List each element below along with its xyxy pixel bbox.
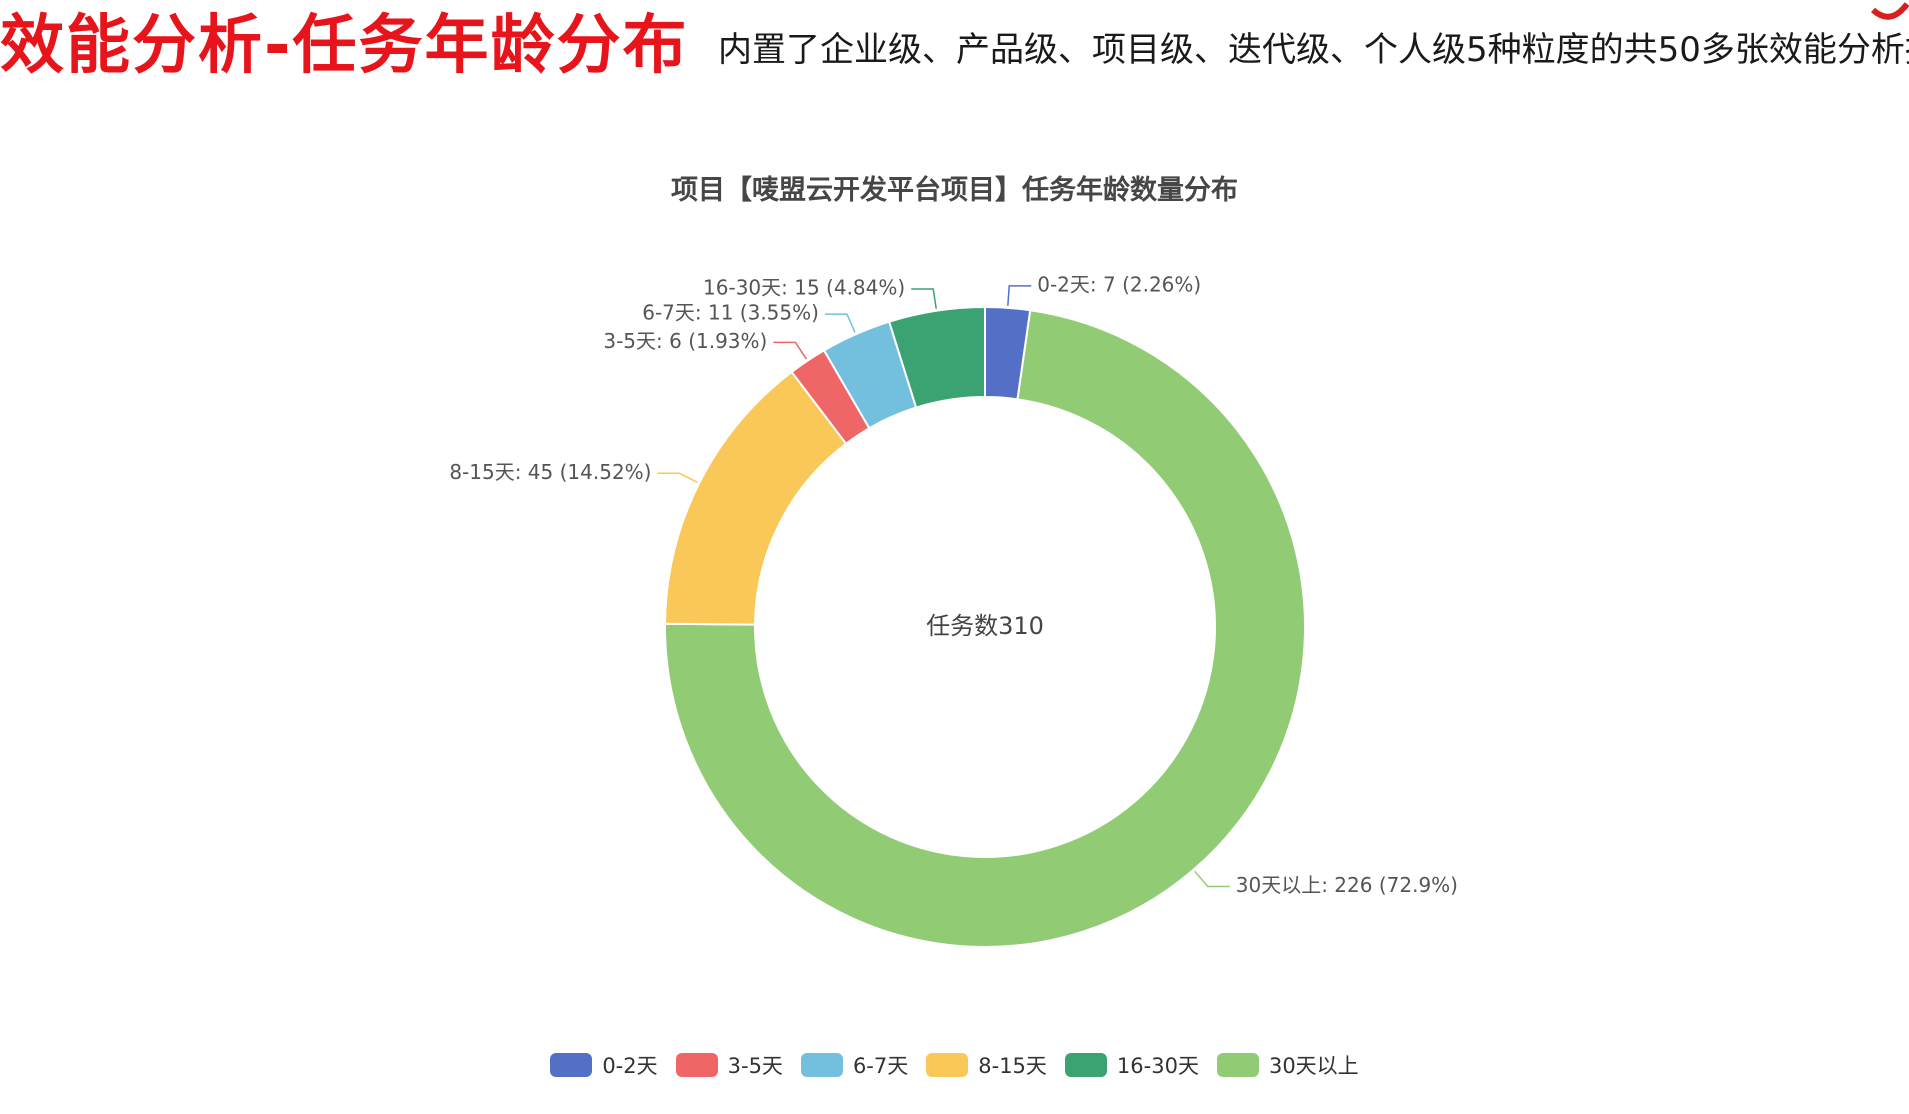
legend-label: 0-2天	[602, 1054, 658, 1078]
legend-swatch	[1064, 1053, 1107, 1077]
legend-label: 8-15天	[978, 1054, 1047, 1078]
data-label-0-2天: 0-2天: 7 (2.26%)	[1037, 272, 1201, 296]
legend-label: 6-7天	[852, 1054, 909, 1078]
leader-line-3-5天	[773, 341, 808, 360]
legend-label: 16-30天	[1116, 1054, 1199, 1078]
center-label: 任务数310	[926, 612, 1044, 640]
data-label-16-30天: 16-30天: 15 (4.84%)	[703, 275, 905, 299]
legend-label: 3-5天	[727, 1054, 783, 1078]
legend-swatch	[550, 1053, 593, 1077]
data-label-30天以上: 30天以上: 226 (72.9%)	[1236, 873, 1458, 897]
legend-item-6-7天[interactable]: 6-7天	[800, 1050, 909, 1080]
chart-title: 项目【唛盟云开发平台项目】任务年龄数量分布	[671, 175, 1238, 206]
data-label-8-15天: 8-15天: 45 (14.52%)	[449, 460, 651, 484]
legend-swatch	[675, 1053, 718, 1077]
legend-swatch	[926, 1053, 969, 1077]
slice-30天以上[interactable]	[664, 309, 1306, 948]
leader-line-6-7天	[824, 313, 856, 333]
leader-line-8-15天	[657, 472, 698, 483]
legend-item-0-2天[interactable]: 0-2天	[550, 1050, 658, 1080]
legend-item-30天以上[interactable]: 30天以上	[1216, 1050, 1359, 1080]
slice-8-15天[interactable]	[664, 370, 848, 626]
page-subtitle: 内置了企业级、产品级、项目级、迭代级、个人级5种粒度的共50多张效能分析报表	[718, 30, 1909, 70]
legend-item-3-5天[interactable]: 3-5天	[675, 1050, 783, 1080]
page-title: 效能分析-任务年龄分布	[0, 9, 689, 83]
leader-line-16-30天	[911, 288, 937, 309]
slice-16-30天[interactable]	[887, 305, 986, 409]
leader-line-0-2天	[1007, 285, 1032, 306]
legend-swatch	[800, 1053, 843, 1077]
brand-logo-icon	[1871, 2, 1909, 20]
leader-line-30天以上	[1194, 870, 1230, 888]
data-label-6-7天: 6-7天: 11 (3.55%)	[642, 301, 819, 325]
chart-legend: 0-2天 3-5天 6-7天 8-15天 16-30天 30天以上	[0, 1050, 1909, 1080]
legend-item-8-15天[interactable]: 8-15天	[926, 1050, 1047, 1080]
data-label-3-5天: 3-5天: 6 (1.93%)	[603, 329, 767, 353]
legend-item-16-30天[interactable]: 16-30天	[1064, 1050, 1199, 1080]
legend-label: 30天以上	[1268, 1054, 1359, 1078]
legend-swatch	[1216, 1053, 1259, 1077]
